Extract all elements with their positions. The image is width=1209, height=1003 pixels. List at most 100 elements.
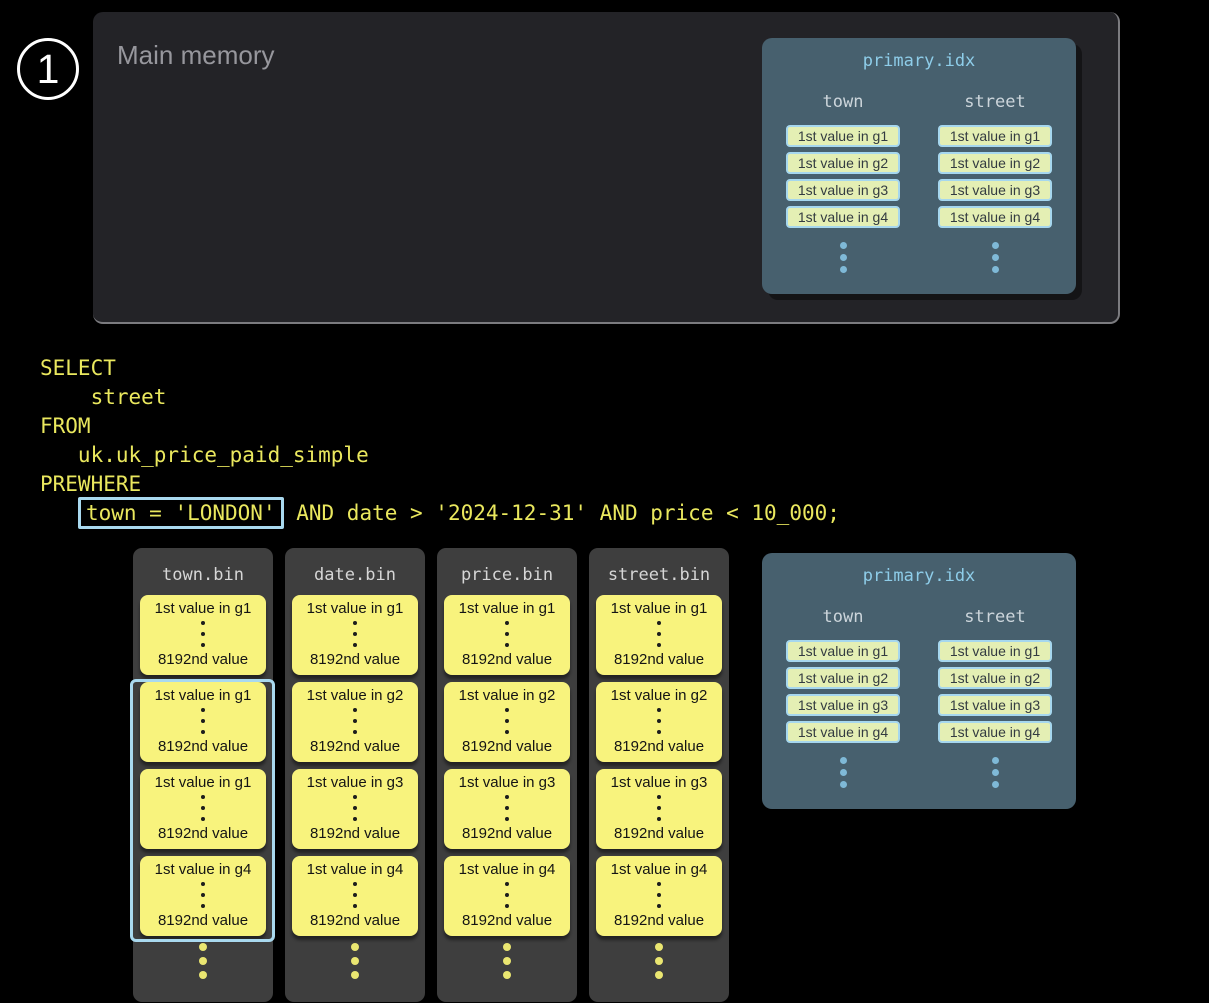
granule-list: 1st value in g1 8192nd value 1st value i… — [133, 595, 273, 936]
bin-file-card-street: street.bin 1st value in g1 8192nd value … — [589, 548, 729, 1002]
granule-block: 1st value in g1 8192nd value — [596, 595, 722, 675]
granule-gap-dots-icon — [353, 795, 357, 821]
granule-first-value: 1st value in g3 — [306, 774, 404, 791]
bin-file-card-price: price.bin 1st value in g1 8192nd value 1… — [437, 548, 577, 1002]
granule-first-value: 1st value in g3 — [458, 774, 556, 791]
index-entry-chip: 1st value in g3 — [938, 179, 1052, 201]
granule-block: 1st value in g1 8192nd value — [140, 682, 266, 762]
granule-list: 1st value in g1 8192nd value 1st value i… — [437, 595, 577, 936]
granule-last-value: 8192nd value — [613, 651, 705, 668]
step-number-badge: 1 — [17, 38, 79, 100]
granule-last-value: 8192nd value — [461, 738, 553, 755]
granule-last-value: 8192nd value — [613, 738, 705, 755]
granule-list: 1st value in g1 8192nd value 1st value i… — [589, 595, 729, 936]
index-entry-chip: 1st value in g2 — [938, 152, 1052, 174]
granule-last-value: 8192nd value — [461, 651, 553, 668]
granule-last-value: 8192nd value — [461, 825, 553, 842]
ellipsis-dots-icon — [839, 757, 847, 793]
granule-gap-dots-icon — [505, 708, 509, 734]
granule-first-value: 1st value in g2 — [610, 687, 708, 704]
sql-line: SELECT — [40, 356, 116, 380]
primary-index-card-bottom: primary.idx town 1st value in g1 1st val… — [762, 553, 1076, 809]
granule-last-value: 8192nd value — [309, 825, 401, 842]
index-entry-chip: 1st value in g4 — [938, 206, 1052, 228]
index-entry-chip: 1st value in g4 — [938, 721, 1052, 743]
granule-block: 1st value in g2 8192nd value — [444, 682, 570, 762]
sql-line: FROM — [40, 414, 91, 438]
selected-granules-highlight — [130, 679, 275, 942]
index-column-street: street 1st value in g1 1st value in g2 1… — [936, 607, 1054, 793]
ellipsis-dots-icon — [991, 242, 999, 278]
granule-gap-dots-icon — [353, 708, 357, 734]
granule-gap-dots-icon — [201, 795, 205, 821]
granule-last-value: 8192nd value — [461, 912, 553, 929]
bin-file-card-town: town.bin 1st value in g1 8192nd value 1s… — [133, 548, 273, 1002]
index-entry-chip: 1st value in g4 — [786, 721, 900, 743]
granule-first-value: 1st value in g3 — [610, 774, 708, 791]
granule-last-value: 8192nd value — [309, 912, 401, 929]
granule-last-value: 8192nd value — [613, 825, 705, 842]
granule-last-value: 8192nd value — [157, 912, 249, 929]
granule-gap-dots-icon — [505, 621, 509, 647]
granule-gap-dots-icon — [505, 882, 509, 908]
primary-index-title: primary.idx — [862, 51, 976, 71]
granule-gap-dots-icon — [201, 882, 205, 908]
bin-file-title: street.bin — [607, 565, 711, 585]
index-column-header: town — [822, 92, 864, 112]
primary-index-card-top: primary.idx town 1st value in g1 1st val… — [762, 38, 1076, 294]
sql-line: street — [40, 385, 167, 409]
granule-block: 1st value in g4 8192nd value — [596, 856, 722, 936]
granule-gap-dots-icon — [201, 621, 205, 647]
index-entry-chip: 1st value in g1 — [938, 125, 1052, 147]
index-entry-chip: 1st value in g2 — [786, 152, 900, 174]
granule-block: 1st value in g4 8192nd value — [444, 856, 570, 936]
granule-block: 1st value in g2 8192nd value — [596, 682, 722, 762]
granule-last-value: 8192nd value — [157, 651, 249, 668]
granule-first-value: 1st value in g1 — [154, 774, 252, 791]
granule-first-value: 1st value in g4 — [458, 861, 556, 878]
index-column-header: street — [964, 607, 1026, 627]
granule-ellipsis-dots-icon — [437, 943, 577, 979]
granule-first-value: 1st value in g1 — [154, 600, 252, 617]
granule-gap-dots-icon — [657, 621, 661, 647]
granule-block: 1st value in g4 8192nd value — [292, 856, 418, 936]
index-entry-chip: 1st value in g4 — [786, 206, 900, 228]
granule-block: 1st value in g3 8192nd value — [596, 769, 722, 849]
granule-ellipsis-dots-icon — [285, 943, 425, 979]
granule-block: 1st value in g3 8192nd value — [444, 769, 570, 849]
primary-index-title: primary.idx — [862, 566, 976, 586]
index-entry-chip: 1st value in g3 — [938, 694, 1052, 716]
granule-last-value: 8192nd value — [309, 738, 401, 755]
granule-first-value: 1st value in g1 — [458, 600, 556, 617]
index-entry-chip: 1st value in g1 — [786, 125, 900, 147]
granule-block: 1st value in g2 8192nd value — [292, 682, 418, 762]
granule-first-value: 1st value in g1 — [154, 687, 252, 704]
granule-last-value: 8192nd value — [157, 825, 249, 842]
granule-block: 1st value in g4 8192nd value — [140, 856, 266, 936]
sql-line: uk.uk_price_paid_simple — [40, 443, 369, 467]
prewhere-highlight-box: town = 'LONDON' — [77, 497, 284, 529]
bin-file-title: price.bin — [460, 565, 554, 585]
granule-first-value: 1st value in g4 — [610, 861, 708, 878]
index-column-street: street 1st value in g1 1st value in g2 1… — [936, 92, 1054, 278]
main-memory-title: Main memory — [117, 40, 275, 70]
granule-ellipsis-dots-icon — [589, 943, 729, 979]
granule-last-value: 8192nd value — [157, 738, 249, 755]
granule-gap-dots-icon — [657, 882, 661, 908]
bin-file-title: town.bin — [162, 565, 244, 585]
index-entry-chip: 1st value in g3 — [786, 694, 900, 716]
ellipsis-dots-icon — [991, 757, 999, 793]
bin-file-title: date.bin — [314, 565, 396, 585]
granule-block: 1st value in g1 8192nd value — [140, 769, 266, 849]
granule-last-value: 8192nd value — [309, 651, 401, 668]
granule-block: 1st value in g1 8192nd value — [444, 595, 570, 675]
granule-list: 1st value in g1 8192nd value 1st value i… — [285, 595, 425, 936]
granule-first-value: 1st value in g1 — [306, 600, 404, 617]
index-column-town: town 1st value in g1 1st value in g2 1st… — [784, 92, 902, 278]
granule-first-value: 1st value in g1 — [610, 600, 708, 617]
granule-first-value: 1st value in g4 — [154, 861, 252, 878]
main-memory-panel: Main memory primary.idx town 1st value i… — [93, 12, 1120, 324]
index-column-town: town 1st value in g1 1st value in g2 1st… — [784, 607, 902, 793]
granule-gap-dots-icon — [353, 882, 357, 908]
index-entry-chip: 1st value in g1 — [786, 640, 900, 662]
